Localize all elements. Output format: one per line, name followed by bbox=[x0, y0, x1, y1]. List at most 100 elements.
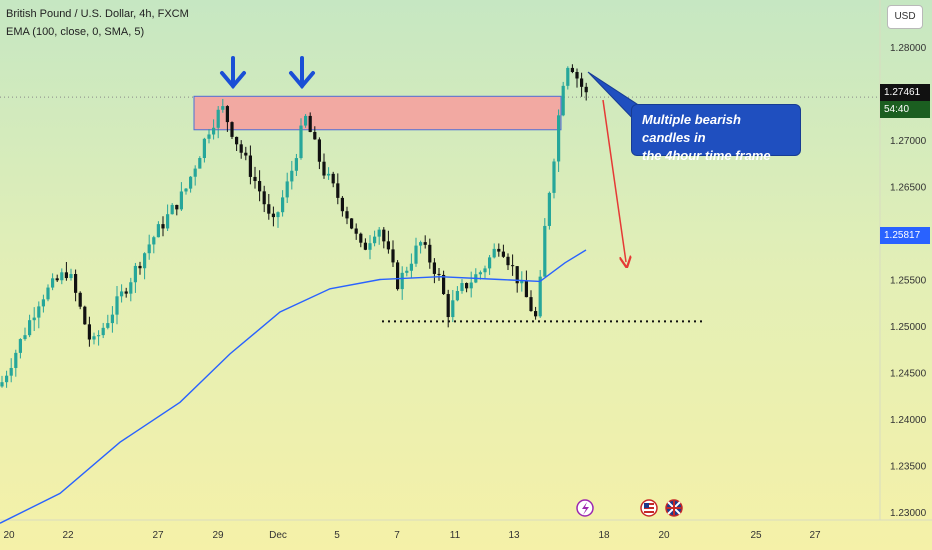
time-axis[interactable]: 20 22 27 29 Dec 5 7 11 13 18 20 25 27 bbox=[3, 530, 821, 541]
bearish-candle[interactable] bbox=[423, 235, 427, 249]
bullish-candle[interactable] bbox=[566, 66, 570, 90]
uk-flag-icon[interactable] bbox=[665, 499, 683, 517]
bullish-candle[interactable] bbox=[179, 182, 183, 211]
ema-legend[interactable]: EMA (100, close, 0, SMA, 5) bbox=[6, 26, 145, 38]
bearish-candle[interactable] bbox=[363, 238, 367, 251]
bullish-candle[interactable] bbox=[561, 81, 565, 117]
bearish-candle[interactable] bbox=[396, 260, 400, 291]
bullish-candle[interactable] bbox=[304, 114, 308, 128]
bullish-candle[interactable] bbox=[23, 327, 27, 341]
bearish-candle[interactable] bbox=[584, 82, 588, 101]
bearish-candle[interactable] bbox=[258, 170, 262, 202]
bullish-candle[interactable] bbox=[547, 191, 551, 230]
bullish-candle[interactable] bbox=[409, 253, 413, 278]
bearish-candle[interactable] bbox=[359, 232, 363, 248]
bullish-candle[interactable] bbox=[156, 221, 160, 238]
bullish-candle[interactable] bbox=[373, 230, 377, 247]
bullish-candle[interactable] bbox=[46, 284, 50, 302]
bearish-candle[interactable] bbox=[74, 269, 78, 302]
bullish-candle[interactable] bbox=[216, 106, 220, 139]
bullish-candle[interactable] bbox=[129, 277, 133, 302]
bearish-candle[interactable] bbox=[354, 223, 358, 240]
bullish-candle[interactable] bbox=[120, 284, 124, 303]
bullish-candle[interactable] bbox=[170, 203, 174, 215]
bullish-candle[interactable] bbox=[543, 218, 547, 277]
bullish-candle[interactable] bbox=[5, 370, 9, 388]
bearish-candle[interactable] bbox=[308, 112, 312, 133]
bullish-candle[interactable] bbox=[276, 211, 280, 228]
bullish-candle[interactable] bbox=[285, 172, 289, 204]
bearish-candle[interactable] bbox=[465, 282, 469, 293]
bullish-candle[interactable] bbox=[166, 204, 170, 232]
bearish-candle[interactable] bbox=[524, 270, 528, 298]
bearish-candle[interactable] bbox=[248, 145, 252, 185]
bullish-candle[interactable] bbox=[405, 266, 409, 277]
bearish-candle[interactable] bbox=[331, 171, 335, 188]
bearish-candle[interactable] bbox=[497, 243, 501, 257]
bearish-candle[interactable] bbox=[391, 240, 395, 268]
bearish-candle[interactable] bbox=[138, 261, 142, 275]
bearish-candle[interactable] bbox=[340, 196, 344, 217]
bullish-candle[interactable] bbox=[189, 176, 193, 193]
bullish-candle[interactable] bbox=[538, 269, 542, 318]
bullish-candle[interactable] bbox=[51, 273, 55, 291]
bullish-candle[interactable] bbox=[97, 330, 101, 346]
bearish-candle[interactable] bbox=[529, 290, 533, 312]
bearish-candle[interactable] bbox=[336, 173, 340, 205]
bullish-candle[interactable] bbox=[294, 153, 298, 176]
bearish-candle[interactable] bbox=[175, 204, 179, 216]
bullish-candle[interactable] bbox=[207, 129, 211, 144]
bullish-candle[interactable] bbox=[299, 118, 303, 160]
bullish-candle[interactable] bbox=[557, 109, 561, 173]
bullish-candle[interactable] bbox=[133, 262, 137, 293]
bullish-candle[interactable] bbox=[483, 265, 487, 279]
bullish-candle[interactable] bbox=[377, 227, 381, 245]
bullish-candle[interactable] bbox=[69, 268, 73, 281]
bearish-candle[interactable] bbox=[570, 64, 574, 74]
bullish-candle[interactable] bbox=[32, 307, 36, 331]
bearish-candle[interactable] bbox=[235, 136, 239, 152]
bearish-candle[interactable] bbox=[225, 105, 229, 132]
bullish-candle[interactable] bbox=[147, 234, 151, 260]
bullish-candle[interactable] bbox=[492, 243, 496, 259]
bullish-candle[interactable] bbox=[202, 137, 206, 163]
bearish-candle[interactable] bbox=[313, 126, 317, 140]
bullish-candle[interactable] bbox=[451, 289, 455, 323]
bullish-candle[interactable] bbox=[115, 285, 119, 325]
bearish-candle[interactable] bbox=[580, 72, 584, 97]
bearish-candle[interactable] bbox=[345, 206, 349, 225]
bearish-candle[interactable] bbox=[432, 258, 436, 284]
currency-button[interactable]: USD bbox=[887, 5, 923, 29]
bearish-candle[interactable] bbox=[446, 289, 450, 328]
bearish-candle[interactable] bbox=[161, 216, 165, 237]
bullish-candle[interactable] bbox=[327, 167, 331, 180]
bullish-candle[interactable] bbox=[414, 237, 418, 267]
bullish-candle[interactable] bbox=[18, 338, 22, 359]
bullish-candle[interactable] bbox=[198, 156, 202, 169]
bearish-candle[interactable] bbox=[382, 227, 386, 249]
bullish-candle[interactable] bbox=[28, 314, 32, 338]
bearish-candle[interactable] bbox=[244, 146, 248, 161]
bullish-candle[interactable] bbox=[460, 279, 464, 294]
bullish-candle[interactable] bbox=[9, 358, 13, 383]
bearish-candle[interactable] bbox=[506, 253, 510, 270]
bullish-candle[interactable] bbox=[281, 190, 285, 217]
bearish-candle[interactable] bbox=[230, 121, 234, 139]
bearish-candle[interactable] bbox=[239, 140, 243, 159]
bearish-candle[interactable] bbox=[437, 268, 441, 281]
bullish-candle[interactable] bbox=[41, 294, 45, 313]
bearish-candle[interactable] bbox=[124, 287, 128, 298]
bullish-candle[interactable] bbox=[110, 306, 114, 333]
bullish-candle[interactable] bbox=[193, 165, 197, 186]
bullish-candle[interactable] bbox=[106, 314, 110, 330]
bearish-candle[interactable] bbox=[83, 305, 87, 325]
bullish-candle[interactable] bbox=[143, 252, 147, 280]
bullish-candle[interactable] bbox=[37, 301, 41, 329]
bearish-candle[interactable] bbox=[87, 316, 91, 347]
resistance-zone[interactable] bbox=[193, 95, 562, 131]
bearish-candle[interactable] bbox=[271, 206, 275, 227]
bearish-candle[interactable] bbox=[534, 306, 538, 320]
bullish-candle[interactable] bbox=[455, 286, 459, 302]
lightning-icon[interactable] bbox=[576, 499, 594, 517]
